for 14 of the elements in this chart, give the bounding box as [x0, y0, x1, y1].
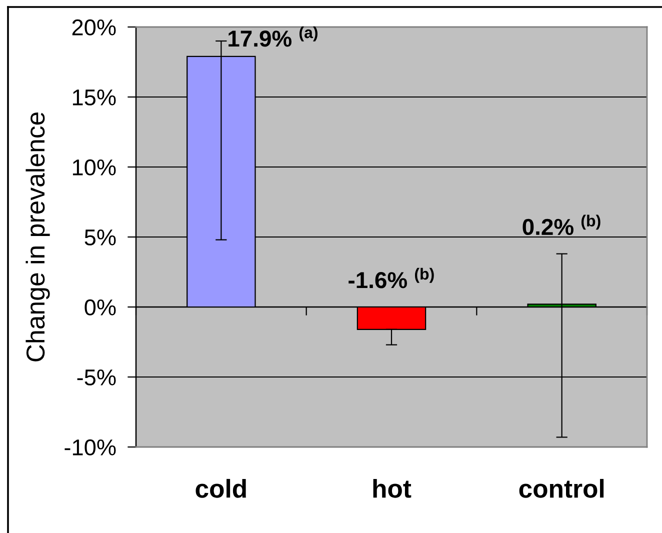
y-tick-label: -10% [64, 439, 116, 456]
y-tick-label: -5% [77, 369, 116, 386]
y-tick-label: 20% [72, 19, 116, 36]
data-label: 17.9% $^{(a)}$ [228, 26, 318, 47]
data-label: 0.2% $^{(b)}$ [522, 214, 600, 236]
y-axis-title: Change in prevalence [26, 112, 50, 362]
x-tick-label: cold [196, 478, 246, 498]
x-tick-label: control [519, 478, 604, 498]
y-tick-label: 15% [72, 89, 116, 106]
x-tick-label: hot [373, 478, 412, 498]
y-tick-label: 10% [72, 159, 116, 176]
y-tick-label: 5% [84, 229, 116, 246]
data-label: -1.6% $^{(b)}$ [348, 268, 434, 288]
y-tick-label: 0% [84, 299, 116, 316]
